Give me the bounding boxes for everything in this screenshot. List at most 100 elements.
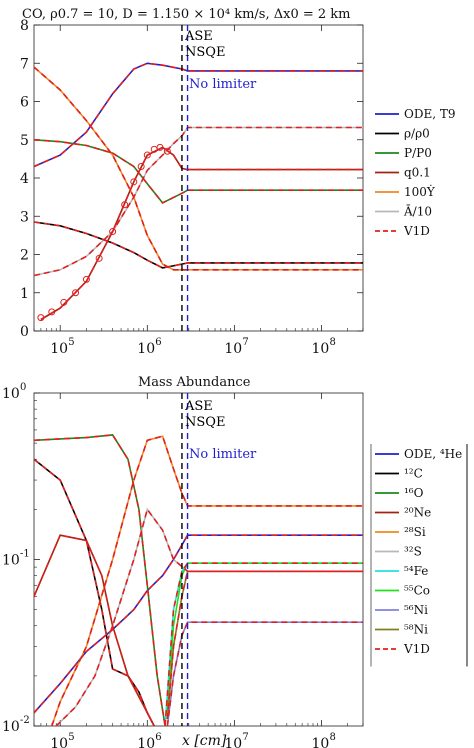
bottom-v1d-line — [55, 507, 363, 727]
bottom-panel: Mass Abundance 10 5 10 6 10 7 10 810 -210 -110 0 A… — [2, 375, 468, 748]
bottom-series-line — [33, 434, 166, 727]
bottom-annotation-no-limiter: No limiter — [189, 447, 257, 462]
bottom-plot-frame — [33, 392, 364, 727]
top-ytick-label: 8 — [20, 18, 29, 34]
top-legend-label: Ā/10 — [403, 204, 432, 219]
bottom-ytick-exp: -1 — [20, 549, 30, 560]
top-marker — [130, 178, 138, 186]
bottom-series-line — [55, 507, 363, 727]
top-legend-label: ODE, T9 — [404, 107, 456, 121]
top-ytick-label: 5 — [20, 133, 29, 149]
top-annotation-ase: ASE — [184, 29, 213, 44]
bottom-ticks: 10 5 10 6 10 7 10 810 -210 -110 0 — [2, 382, 364, 748]
bottom-legend-label: ⁵⁴Fe — [404, 564, 428, 578]
bottom-legend-label: ¹²C — [404, 467, 423, 481]
bottom-series-line — [166, 621, 363, 727]
top-marker — [143, 151, 151, 159]
top-annotations: ASE NSQE No limiter — [184, 29, 257, 92]
top-marker — [60, 298, 68, 306]
bottom-series-line — [33, 534, 155, 727]
top-series-lines — [33, 25, 363, 331]
top-ytick-label: 6 — [20, 95, 29, 111]
top-chart-title: CO, ρ0.7 = 10, D = 1.150 × 10⁴ km/s, Δx0… — [22, 7, 351, 22]
top-xtick-exp: 8 — [329, 337, 335, 348]
bottom-v1d-line — [166, 621, 363, 727]
top-legend-label: ρ/ρ0 — [404, 127, 430, 141]
top-legend-label: P/P0 — [404, 146, 432, 160]
bottom-series-line — [51, 435, 363, 727]
bottom-ytick-label: 10 — [2, 553, 20, 569]
bottom-legend-label: V1D — [403, 642, 430, 656]
bottom-legend-label: ¹⁶O — [404, 486, 424, 500]
bottom-legend-label: ²⁰Ne — [404, 506, 431, 520]
top-xtick-label: 10 — [224, 341, 242, 357]
top-annotation-no-limiter: No limiter — [189, 77, 257, 92]
top-marker — [121, 201, 129, 209]
top-marker — [163, 147, 171, 155]
bottom-legend-label: ⁵⁸Ni — [404, 623, 428, 637]
top-xtick-exp: 5 — [68, 337, 74, 348]
top-series-line — [33, 139, 363, 204]
bottom-annotations: ASE NSQE No limiter — [184, 399, 257, 462]
bottom-legend-label: ODE, ⁴He — [404, 447, 462, 461]
bottom-v1d-line — [33, 534, 155, 727]
bottom-series-line — [166, 570, 363, 720]
top-v1d-line — [33, 66, 363, 271]
bottom-v1d-line — [33, 534, 363, 714]
top-xtick-label: 10 — [50, 341, 68, 357]
bottom-annotation-ase: ASE — [184, 399, 213, 414]
bottom-legend-label: ⁵⁶Ni — [404, 603, 428, 617]
top-ytick-label: 2 — [20, 248, 29, 264]
top-v1d-line — [33, 126, 363, 277]
top-legend-label: V1D — [403, 224, 430, 238]
top-panel: CO, ρ0.7 = 10, D = 1.150 × 10⁴ km/s, Δx0… — [20, 7, 467, 357]
top-xtick-exp: 7 — [242, 337, 248, 348]
top-marker — [72, 289, 80, 297]
top-v1d-line — [33, 62, 363, 168]
bottom-xtick-exp: 5 — [68, 732, 74, 743]
top-annotation-nsqe: NSQE — [185, 45, 225, 60]
top-legend-box — [371, 104, 467, 249]
bottom-annotation-nsqe: NSQE — [185, 415, 225, 430]
top-marker — [156, 143, 164, 151]
top-xtick-exp: 6 — [155, 337, 161, 348]
top-v1d-line — [40, 146, 363, 321]
top-ytick-label: 7 — [20, 56, 29, 72]
bottom-xtick-label: 10 — [137, 736, 155, 748]
top-legend: ODE, T9 ρ/ρ0 P/P0 q0.1 100Ẏ Ā/10 V1D — [371, 104, 467, 249]
top-series-line — [40, 146, 363, 321]
bottom-xtick-label: 10 — [50, 736, 68, 748]
top-marker — [82, 275, 90, 283]
bottom-chart-title: Mass Abundance — [138, 375, 251, 390]
top-ytick-label: 1 — [20, 286, 29, 302]
bottom-series-line — [166, 562, 363, 713]
top-ytick-label: 0 — [20, 324, 29, 340]
top-marker — [37, 314, 45, 322]
bottom-xtick-exp: 8 — [329, 732, 335, 743]
bottom-ytick-exp: -2 — [20, 715, 30, 726]
bottom-ytick-label: 10 — [2, 719, 20, 735]
bottom-v1d-line — [164, 562, 363, 727]
bottom-v1d-line — [51, 435, 363, 727]
top-v1d-line — [33, 139, 363, 204]
top-series-line — [33, 66, 363, 271]
bottom-v1d-line — [33, 434, 166, 727]
bottom-xtick-exp: 6 — [155, 732, 161, 743]
top-xtick-label: 10 — [137, 341, 155, 357]
top-xtick-label: 10 — [311, 341, 329, 357]
bottom-series-lines — [33, 393, 363, 727]
top-marker — [109, 228, 117, 236]
top-series-line — [33, 221, 363, 269]
bottom-v1d-line — [166, 570, 363, 720]
bottom-ytick-exp: 0 — [20, 382, 26, 393]
top-series-line — [33, 126, 363, 277]
bottom-series-line — [33, 534, 363, 714]
top-legend-label: q0.1 — [404, 166, 431, 180]
top-marker — [48, 308, 56, 316]
bottom-legend: ODE, ⁴He ¹²C ¹⁶O ²⁰Ne ²⁸Si ³²S ⁵⁴Fe ⁵⁵Co ⁵⁶Ni ⁵⁸N… — [370, 444, 468, 667]
bottom-v1d-line — [33, 458, 155, 727]
bottom-legend-label: ³²S — [404, 545, 422, 559]
bottom-xtick-label: 10 — [224, 736, 242, 748]
